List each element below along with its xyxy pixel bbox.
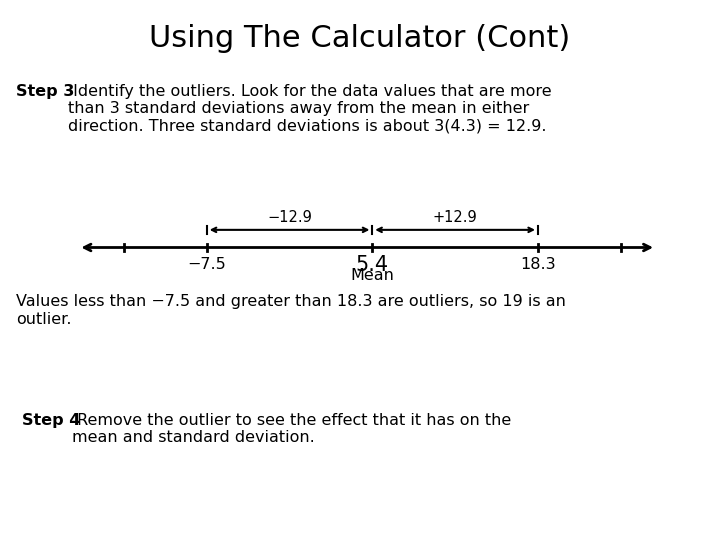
- Text: Mean: Mean: [351, 268, 395, 282]
- Text: Remove the outlier to see the effect that it has on the
mean and standard deviat: Remove the outlier to see the effect tha…: [72, 413, 511, 446]
- Text: Identify the outliers. Look for the data values that are more
than 3 standard de: Identify the outliers. Look for the data…: [68, 84, 552, 133]
- Text: Step 4: Step 4: [22, 413, 80, 428]
- Text: Using The Calculator (Cont): Using The Calculator (Cont): [149, 24, 571, 53]
- Text: Values less than −7.5 and greater than 18.3 are outliers, so 19 is an
outlier.: Values less than −7.5 and greater than 1…: [16, 294, 566, 327]
- Text: −7.5: −7.5: [187, 257, 226, 272]
- Text: +12.9: +12.9: [433, 211, 477, 226]
- Text: 5.4: 5.4: [356, 255, 389, 275]
- Text: 18.3: 18.3: [520, 257, 556, 272]
- Text: Step 3: Step 3: [16, 84, 74, 99]
- Text: −12.9: −12.9: [267, 211, 312, 226]
